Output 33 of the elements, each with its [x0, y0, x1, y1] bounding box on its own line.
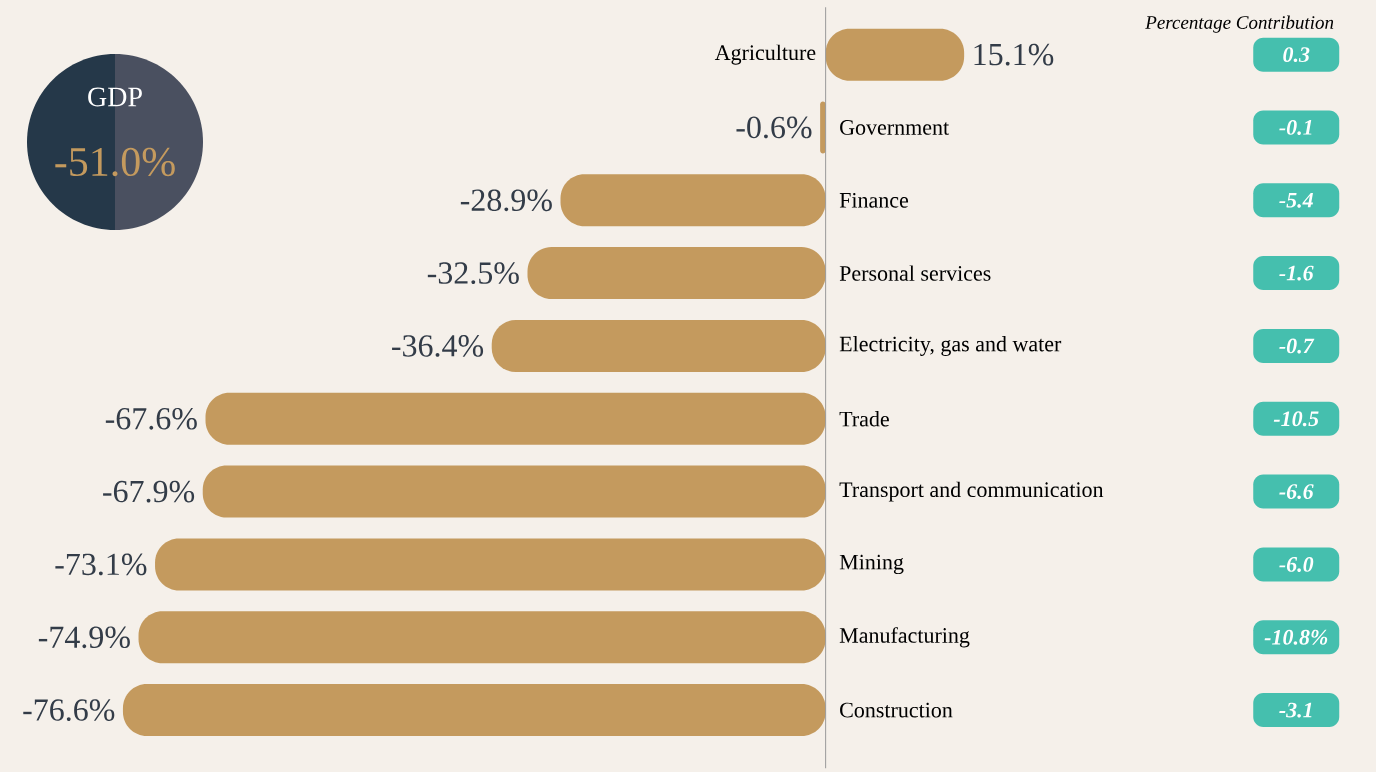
y-tick-label: Trade [839, 411, 889, 427]
annotation: -51.0% [55, 147, 175, 177]
annotation: -0.1 [1279, 119, 1312, 135]
data-label: 15.1% [974, 43, 1054, 66]
data-label: -28.9% [460, 189, 552, 212]
y-tick-label: Government [840, 120, 950, 135]
annotation: GDP [88, 87, 142, 107]
annotation: Percentage Contribution [1145, 15, 1334, 33]
annotation: -3.1 [1279, 702, 1312, 718]
y-tick-label: Construction [840, 702, 953, 718]
annotation: -10.5 [1273, 411, 1319, 427]
data-label: -67.6% [105, 407, 197, 430]
y-tick-label: Electricity, gas and water [839, 335, 1062, 356]
y-tick-label: Mining [839, 554, 904, 575]
y-tick-label: Manufacturing [839, 627, 970, 648]
annotation: -10.8% [1264, 629, 1328, 645]
y-tick-label: Personal services [839, 265, 991, 281]
annotation: -1.6 [1279, 265, 1314, 281]
data-label: -73.1% [55, 553, 147, 576]
data-label: -74.9% [38, 626, 130, 649]
annotation: -5.4 [1279, 192, 1313, 208]
data-label: -32.5% [427, 262, 519, 284]
y-tick-label: Finance [839, 192, 909, 208]
annotation: -6.0 [1279, 556, 1314, 572]
annotation: -6.6 [1279, 484, 1314, 500]
annotation: 0.3 [1283, 47, 1310, 63]
annotation: -0.7 [1279, 338, 1315, 354]
y-tick-label: Transport and communication [839, 481, 1104, 502]
y-tick-label: Agriculture [714, 44, 816, 65]
data-label: -36.4% [392, 335, 484, 357]
data-label: -76.6% [23, 699, 115, 721]
data-label: -0.6% [736, 116, 812, 139]
data-label: -67.9% [103, 480, 195, 503]
